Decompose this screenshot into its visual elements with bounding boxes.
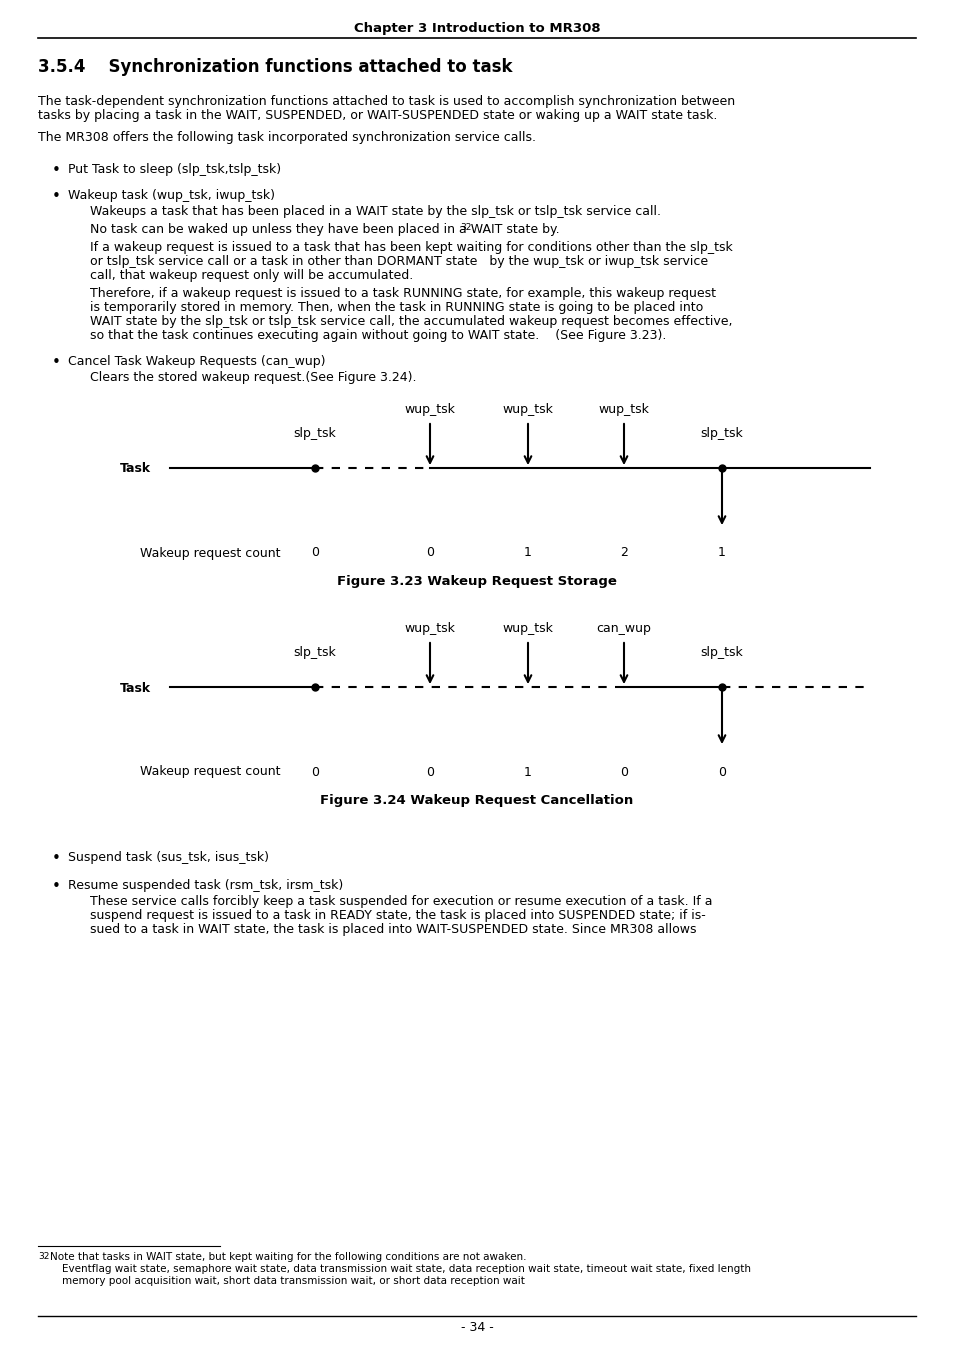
Text: •: • [52, 189, 61, 204]
Text: The MR308 offers the following task incorporated synchronization service calls.: The MR308 offers the following task inco… [38, 131, 536, 145]
Text: 1: 1 [523, 547, 532, 559]
Text: is temporarily stored in memory. Then, when the task in RUNNING state is going t: is temporarily stored in memory. Then, w… [90, 301, 702, 313]
Text: Task: Task [120, 681, 151, 694]
Text: Wakeup task (wup_tsk, iwup_tsk): Wakeup task (wup_tsk, iwup_tsk) [68, 189, 274, 203]
Text: or tslp_tsk service call or a task in other than DORMANT state   by the wup_tsk : or tslp_tsk service call or a task in ot… [90, 255, 707, 267]
Text: These service calls forcibly keep a task suspended for execution or resume execu: These service calls forcibly keep a task… [90, 894, 712, 908]
Text: 32: 32 [38, 1252, 50, 1260]
Text: 0: 0 [426, 766, 434, 778]
Text: Wakeups a task that has been placed in a WAIT state by the slp_tsk or tslp_tsk s: Wakeups a task that has been placed in a… [90, 205, 660, 218]
Text: Eventflag wait state, semaphore wait state, data transmission wait state, data r: Eventflag wait state, semaphore wait sta… [62, 1265, 750, 1274]
Text: wup_tsk: wup_tsk [404, 621, 455, 635]
Text: The task-dependent synchronization functions attached to task is used to accompl: The task-dependent synchronization funct… [38, 95, 735, 108]
Text: wup_tsk: wup_tsk [502, 621, 553, 635]
Text: wup_tsk: wup_tsk [502, 403, 553, 416]
Text: Wakeup request count: Wakeup request count [140, 547, 280, 559]
Text: •: • [52, 880, 61, 894]
Text: call, that wakeup request only will be accumulated.: call, that wakeup request only will be a… [90, 269, 413, 282]
Text: •: • [52, 355, 61, 370]
Text: slp_tsk: slp_tsk [294, 646, 336, 659]
Text: Figure 3.23 Wakeup Request Storage: Figure 3.23 Wakeup Request Storage [336, 576, 617, 588]
Text: can_wup: can_wup [596, 621, 651, 635]
Text: Clears the stored wakeup request.(See Figure 3.24).: Clears the stored wakeup request.(See Fi… [90, 372, 416, 384]
Text: - 34 -: - 34 - [460, 1321, 493, 1333]
Text: 0: 0 [311, 766, 318, 778]
Text: 32: 32 [459, 223, 471, 232]
Text: sued to a task in WAIT state, the task is placed into WAIT-SUSPENDED state. Sinc: sued to a task in WAIT state, the task i… [90, 923, 696, 936]
Text: wup_tsk: wup_tsk [598, 403, 649, 416]
Text: WAIT state by the slp_tsk or tslp_tsk service call, the accumulated wakeup reque: WAIT state by the slp_tsk or tslp_tsk se… [90, 315, 732, 328]
Text: Cancel Task Wakeup Requests (can_wup): Cancel Task Wakeup Requests (can_wup) [68, 355, 325, 367]
Text: Wakeup request count: Wakeup request count [140, 766, 280, 778]
Text: 0: 0 [619, 766, 627, 778]
Text: No task can be waked up unless they have been placed in a WAIT state by.: No task can be waked up unless they have… [90, 223, 559, 236]
Text: memory pool acquisition wait, short data transmission wait, or short data recept: memory pool acquisition wait, short data… [62, 1275, 524, 1286]
Text: Resume suspended task (rsm_tsk, irsm_tsk): Resume suspended task (rsm_tsk, irsm_tsk… [68, 880, 343, 892]
Text: 1: 1 [718, 547, 725, 559]
Text: Chapter 3 Introduction to MR308: Chapter 3 Introduction to MR308 [354, 22, 599, 35]
Text: Note that tasks in WAIT state, but kept waiting for the following conditions are: Note that tasks in WAIT state, but kept … [50, 1252, 526, 1262]
Text: so that the task continues executing again without going to WAIT state.    (See : so that the task continues executing aga… [90, 330, 666, 342]
Text: •: • [52, 163, 61, 178]
Text: •: • [52, 851, 61, 866]
Text: Therefore, if a wakeup request is issued to a task RUNNING state, for example, t: Therefore, if a wakeup request is issued… [90, 286, 716, 300]
Text: Suspend task (sus_tsk, isus_tsk): Suspend task (sus_tsk, isus_tsk) [68, 851, 269, 865]
Text: Figure 3.24 Wakeup Request Cancellation: Figure 3.24 Wakeup Request Cancellation [320, 794, 633, 807]
Text: If a wakeup request is issued to a task that has been kept waiting for condition: If a wakeup request is issued to a task … [90, 240, 732, 254]
Text: slp_tsk: slp_tsk [700, 427, 742, 440]
Text: Task: Task [120, 462, 151, 476]
Text: 1: 1 [523, 766, 532, 778]
Text: tasks by placing a task in the WAIT, SUSPENDED, or WAIT-SUSPENDED state or wakin: tasks by placing a task in the WAIT, SUS… [38, 109, 717, 122]
Text: Put Task to sleep (slp_tsk,tslp_tsk): Put Task to sleep (slp_tsk,tslp_tsk) [68, 163, 281, 176]
Text: 0: 0 [718, 766, 725, 778]
Text: slp_tsk: slp_tsk [700, 646, 742, 659]
Text: wup_tsk: wup_tsk [404, 403, 455, 416]
Text: suspend request is issued to a task in READY state, the task is placed into SUSP: suspend request is issued to a task in R… [90, 909, 705, 921]
Text: 3.5.4    Synchronization functions attached to task: 3.5.4 Synchronization functions attached… [38, 58, 512, 76]
Text: 2: 2 [619, 547, 627, 559]
Text: slp_tsk: slp_tsk [294, 427, 336, 440]
Text: 0: 0 [426, 547, 434, 559]
Text: 0: 0 [311, 547, 318, 559]
